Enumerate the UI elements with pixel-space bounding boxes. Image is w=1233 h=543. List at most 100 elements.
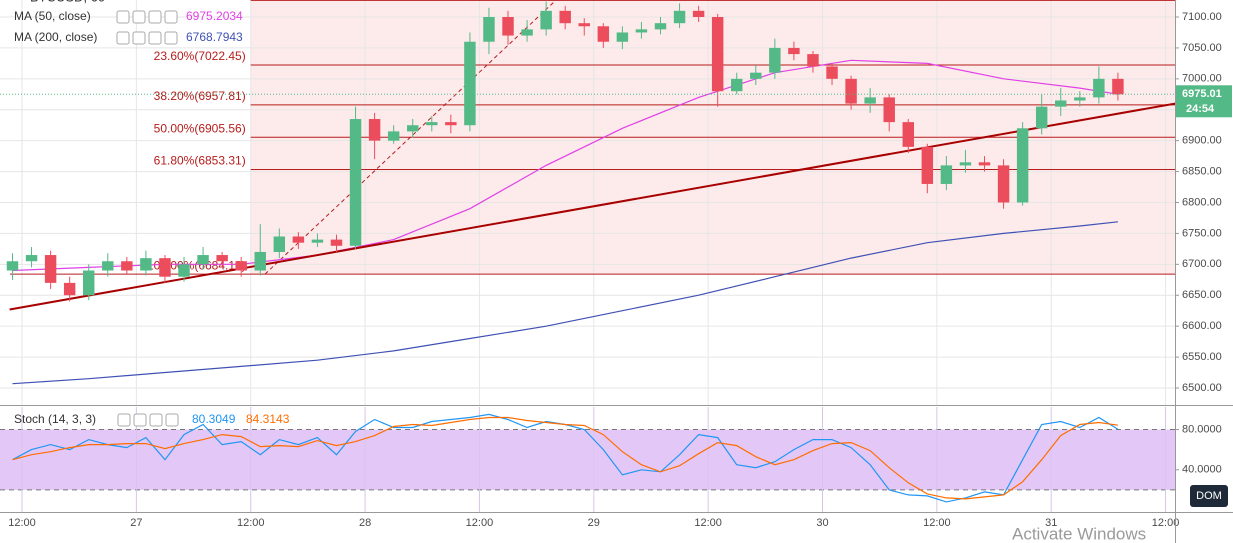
legend-name: MA (50, close) xyxy=(14,9,91,23)
x-tick-label: 12:00 xyxy=(1152,517,1180,529)
y-tick-label: 6500.00 xyxy=(1182,382,1222,394)
candle-body xyxy=(159,258,171,277)
y-tick-label: 6750.00 xyxy=(1182,227,1222,239)
y-tick-label: 6850.00 xyxy=(1182,165,1222,177)
x-tick-label: 12:00 xyxy=(466,517,494,529)
legend-icon[interactable] xyxy=(148,31,162,45)
candle-body xyxy=(826,66,838,79)
candle-body xyxy=(540,10,552,30)
candle-body xyxy=(673,10,686,24)
x-tick-label: 31 xyxy=(1045,517,1057,529)
dom-button[interactable] xyxy=(1190,485,1228,507)
y-tick-label: 7050.00 xyxy=(1182,42,1222,54)
candle-body xyxy=(197,255,209,265)
y-tick-label: 6650.00 xyxy=(1182,289,1222,301)
candle-body xyxy=(63,282,76,296)
legend-icon[interactable] xyxy=(133,413,147,427)
legend-icon[interactable] xyxy=(164,31,178,45)
candle-body xyxy=(407,125,419,132)
fib-label: 50.00%(6905.56) xyxy=(154,121,246,135)
legend-icon[interactable] xyxy=(116,31,130,45)
candle-body xyxy=(521,29,533,36)
candle-body xyxy=(178,264,190,277)
fib-anchor xyxy=(264,0,557,275)
y-tick-label: 7000.00 xyxy=(1182,73,1222,85)
legend-icon[interactable] xyxy=(164,10,178,24)
candle-body xyxy=(1055,100,1067,107)
fib-label: 61.80%(6853.31) xyxy=(154,154,246,168)
last-price-badge xyxy=(1176,85,1232,118)
candle-body xyxy=(959,162,972,166)
candle-body xyxy=(692,10,705,18)
legend-icon[interactable] xyxy=(165,413,179,427)
candle-body xyxy=(25,255,38,262)
y-tick-label: 80.0000 xyxy=(1182,423,1222,435)
candle-body xyxy=(426,122,438,126)
candle-body xyxy=(921,146,934,184)
candle-body xyxy=(635,29,648,33)
candle-body xyxy=(883,97,895,123)
candle-body xyxy=(102,261,114,271)
candle-body xyxy=(216,255,228,262)
trendline xyxy=(9,102,1175,311)
candle-body xyxy=(807,54,819,67)
candle-body xyxy=(311,239,324,243)
legend-icon[interactable] xyxy=(149,413,163,427)
candle-body xyxy=(750,72,762,79)
last-price-label: 6975.01 xyxy=(1182,88,1222,100)
ma-line xyxy=(12,221,1118,385)
candle-body xyxy=(845,78,857,104)
candle-body xyxy=(1016,128,1029,203)
legend-icon[interactable] xyxy=(132,10,146,24)
candle-body xyxy=(1035,106,1048,129)
legend-icon[interactable] xyxy=(148,10,162,24)
legend-icon[interactable] xyxy=(116,10,130,24)
y-tick-label: 6800.00 xyxy=(1182,196,1222,208)
fib-label: 38.20%(6957.81) xyxy=(154,89,246,103)
countdown: 24:54 xyxy=(1186,103,1215,115)
watermark: Activate Windows xyxy=(1012,524,1146,543)
candle-body xyxy=(578,23,590,27)
y-tick-label: 6900.00 xyxy=(1182,135,1222,147)
candle-body xyxy=(83,270,95,296)
candle-body xyxy=(368,119,381,141)
overlay: 12:00 27 12:00 28 12:00 29 12:00 30 12:00 31 12:00… xyxy=(8,0,1232,543)
legend-icon[interactable] xyxy=(117,413,131,427)
candle-body xyxy=(940,165,953,184)
candle-body xyxy=(330,239,343,246)
price-pane: 0.00%(7126.84)23.60%(7022.45)38.20%(6957… xyxy=(0,0,1175,405)
candle-body xyxy=(483,17,495,42)
stoch-pane xyxy=(0,407,1175,512)
x-tick-label: 28 xyxy=(359,517,371,529)
y-tick-label: 7100.00 xyxy=(1182,11,1222,23)
stoch-band xyxy=(0,429,1175,490)
candle-body xyxy=(559,10,571,24)
candle-body xyxy=(616,32,629,42)
legend-value: 84.3143 xyxy=(246,412,290,426)
candle-body xyxy=(235,261,247,271)
y-tick-label: 40.0000 xyxy=(1182,464,1222,476)
dom-button-label[interactable]: DOM xyxy=(1196,490,1222,502)
candle-body xyxy=(445,122,457,126)
y-tick-label: 6600.00 xyxy=(1182,320,1222,332)
candle-body xyxy=(864,97,876,104)
candle-body xyxy=(6,261,19,271)
candle-body xyxy=(978,162,991,166)
x-tick-label: 12:00 xyxy=(694,517,722,529)
candle-body xyxy=(711,17,724,92)
legend-value: 6975.2034 xyxy=(186,9,243,23)
candle-body xyxy=(1074,97,1086,101)
legend-icon[interactable] xyxy=(132,31,146,45)
y-tick-label: 6700.00 xyxy=(1182,258,1222,270)
candle-body xyxy=(1112,78,1124,95)
legend-name: Stoch (14, 3, 3) xyxy=(14,412,96,426)
candle-body xyxy=(731,78,743,92)
x-tick-label: 12:00 xyxy=(923,517,951,529)
candle-body xyxy=(788,47,800,55)
candle-body xyxy=(597,26,610,42)
candle-body xyxy=(140,258,152,271)
candle-body xyxy=(502,17,514,36)
candle-body xyxy=(997,165,1010,203)
legend-value: 80.3049 xyxy=(192,412,236,426)
